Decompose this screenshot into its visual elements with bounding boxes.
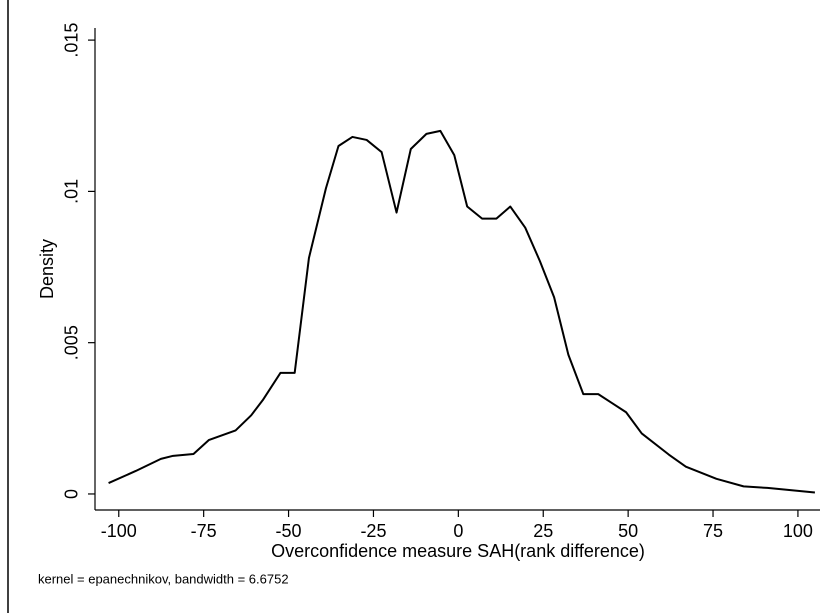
y-tick-label: .01 [62,179,82,204]
x-tick-label: 100 [783,521,813,541]
x-tick-label: 25 [533,521,553,541]
x-tick-label: 50 [618,521,638,541]
y-axis-label: Density [37,239,57,299]
x-tick-label: -75 [191,521,217,541]
density-line [108,129,816,494]
x-tick-label: 0 [453,521,463,541]
note: kernel = epanechnikov, bandwidth = 6.675… [38,571,289,586]
x-tick-label: 75 [703,521,723,541]
y-tick-label: .005 [62,325,82,360]
x-axis-label: Overconfidence measure SAH(rank differen… [271,541,645,561]
y-tick-label: .015 [62,23,82,58]
y-tick-label: 0 [62,489,82,499]
x-tick-label: -25 [360,521,386,541]
x-tick-label: -50 [276,521,302,541]
x-tick-label: -100 [101,521,137,541]
